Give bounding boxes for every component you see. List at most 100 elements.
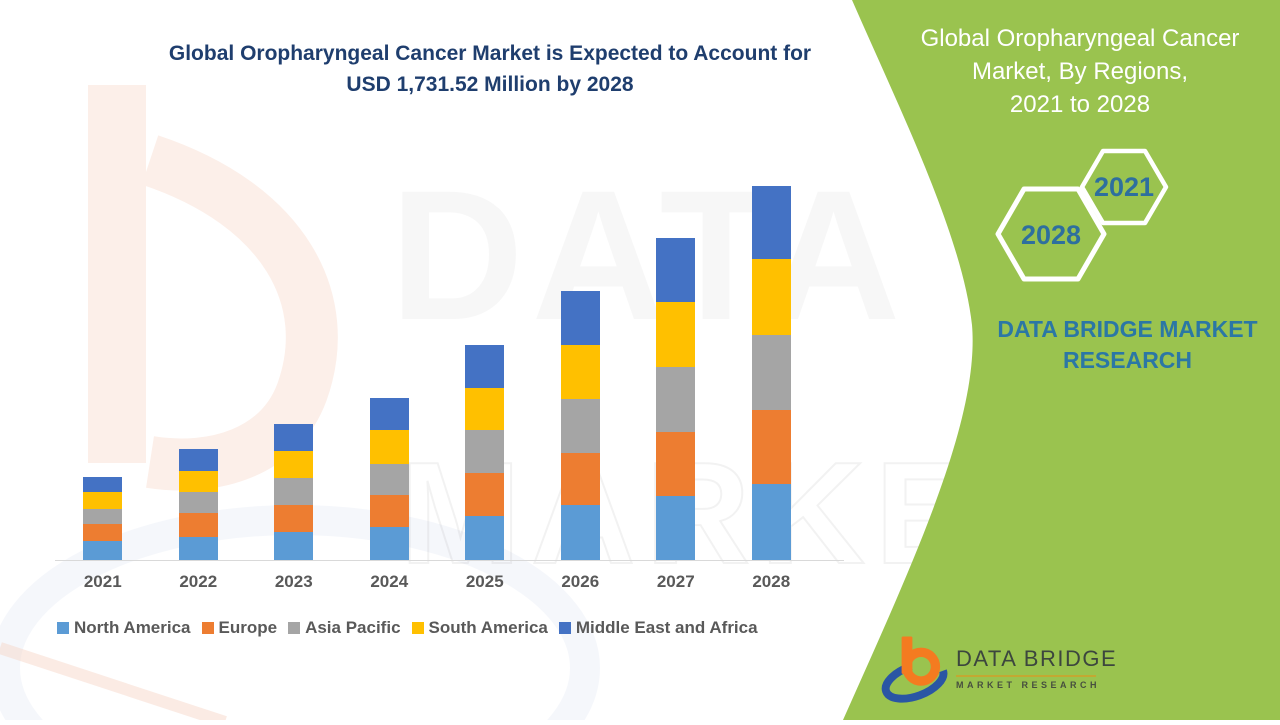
brand-text-line1: DATA BRIDGE MARKET: [997, 316, 1258, 342]
legend-swatch-south-america: [411, 622, 424, 634]
x-axis-label-2026: 2026: [561, 572, 600, 591]
bar-column-2025: [437, 345, 533, 560]
segment-north-america-2024: [369, 526, 409, 560]
legend-swatch-middle-east-and-africa: [558, 622, 571, 634]
legend-swatch-asia-pacific: [288, 622, 301, 634]
chart-title-line2: USD 1,731.52 Million by 2028: [346, 73, 634, 96]
databridge-logo-icon: [881, 636, 948, 703]
legend-item-south-america: South America: [411, 618, 548, 638]
chart-title: Global Oropharyngeal Cancer Market is Ex…: [90, 38, 890, 100]
segment-south-america-2022: [178, 470, 218, 492]
bar-2025: [465, 345, 505, 560]
hexagon-year-2021: 2021: [1094, 172, 1154, 202]
segment-asia-pacific-2027: [656, 366, 696, 433]
segment-north-america-2021: [83, 541, 123, 560]
legend-item-europe: Europe: [201, 618, 278, 638]
hexagon-year-2028: 2028: [1021, 220, 1081, 250]
bars-area: [55, 150, 819, 560]
segment-asia-pacific-2025: [465, 429, 505, 474]
segment-asia-pacific-2021: [83, 508, 123, 525]
segment-north-america-2027: [656, 496, 696, 560]
segment-north-america-2022: [178, 536, 218, 560]
segment-middle-east-and-africa-2026: [560, 291, 600, 346]
segment-middle-east-and-africa-2022: [178, 449, 218, 471]
logo-divider: [956, 675, 1096, 677]
logo-text-block: DATA BRIDGE MARKET RESEARCH: [956, 634, 1117, 708]
bar-2022: [178, 449, 218, 560]
legend-item-asia-pacific: Asia Pacific: [288, 618, 401, 638]
bar-column-2021: [55, 476, 151, 560]
segment-south-america-2027: [656, 302, 696, 367]
legend-label-europe: Europe: [218, 618, 278, 637]
side-panel-heading-line3: 2021 to 2028: [1009, 91, 1151, 118]
segment-middle-east-and-africa-2025: [465, 345, 505, 388]
segment-europe-2024: [369, 494, 409, 527]
segment-europe-2025: [465, 473, 505, 516]
segment-asia-pacific-2023: [274, 478, 314, 505]
bar-2026: [560, 291, 600, 560]
segment-asia-pacific-2022: [178, 491, 218, 514]
segment-asia-pacific-2024: [369, 464, 409, 495]
segment-europe-2023: [274, 504, 314, 532]
logo-subtitle: MARKET RESEARCH: [956, 680, 1101, 690]
brand-text: DATA BRIDGE MARKET RESEARCH: [955, 314, 1280, 376]
chart-title-line1: Global Oropharyngeal Cancer Market is Ex…: [168, 42, 812, 65]
segment-europe-2026: [560, 453, 600, 506]
segment-europe-2021: [83, 524, 123, 542]
segment-north-america-2025: [465, 515, 505, 560]
side-panel-heading: Global Oropharyngeal Cancer Market, By R…: [900, 22, 1260, 121]
segment-europe-2022: [178, 513, 218, 537]
bar-column-2026: [533, 291, 629, 560]
bar-column-2027: [628, 238, 724, 560]
side-panel-heading-line1: Global Oropharyngeal Cancer: [920, 25, 1240, 52]
logo-name: DATA BRIDGE: [956, 646, 1118, 671]
x-axis-label-2024: 2024: [370, 572, 409, 591]
segment-europe-2027: [656, 432, 696, 497]
bar-column-2024: [342, 397, 438, 560]
bar-column-2022: [151, 449, 247, 560]
x-axis-label-2025: 2025: [465, 572, 504, 591]
segment-north-america-2026: [560, 505, 600, 560]
brand-text-line2: RESEARCH: [1062, 347, 1193, 373]
segment-south-america-2024: [369, 430, 409, 465]
segment-asia-pacific-2026: [560, 398, 600, 454]
databridge-logo: DATA BRIDGE MARKET RESEARCH: [880, 634, 1117, 708]
segment-south-america-2021: [83, 491, 123, 509]
hexagon-2021: 2021: [1079, 148, 1169, 226]
legend: North America Europe Asia Pacific South Ame…: [57, 618, 758, 638]
segment-middle-east-and-africa-2023: [274, 424, 314, 452]
legend-label-north-america: North America: [74, 618, 191, 637]
x-axis-label-2027: 2027: [656, 572, 695, 591]
segment-south-america-2023: [274, 451, 314, 479]
x-axis-label-2022: 2022: [179, 572, 218, 591]
bar-2021: [83, 476, 123, 560]
segment-south-america-2025: [465, 387, 505, 430]
segment-middle-east-and-africa-2024: [369, 397, 409, 431]
x-axis-label-2021: 2021: [83, 572, 122, 591]
legend-label-middle-east-and-africa: Middle East and Africa: [575, 618, 758, 637]
segment-europe-2028: [751, 409, 791, 485]
bar-column-2023: [246, 424, 342, 560]
x-axis-line: [55, 560, 844, 561]
bar-2028: [751, 185, 791, 560]
segment-south-america-2026: [560, 345, 600, 399]
hexagon-2028: 2028: [995, 186, 1107, 282]
bar-2024: [369, 397, 409, 560]
side-panel-heading-line2: Market, By Regions,: [971, 58, 1189, 85]
segment-middle-east-and-africa-2028: [751, 185, 791, 260]
segment-middle-east-and-africa-2027: [656, 238, 696, 303]
segment-south-america-2028: [751, 259, 791, 335]
legend-item-middle-east-and-africa: Middle East and Africa: [558, 618, 758, 638]
legend-item-north-america: North America: [57, 618, 191, 638]
x-axis-label-2028: 2028: [752, 572, 791, 591]
x-axis-labels: 2021 2022 2023 2024 2025 2026 2027 2028: [55, 560, 819, 592]
x-axis-label-2023: 2023: [274, 572, 313, 591]
bar-2023: [274, 424, 314, 560]
bar-column-2028: [724, 185, 820, 560]
legend-label-south-america: South America: [428, 618, 548, 637]
segment-north-america-2028: [751, 484, 791, 560]
segment-asia-pacific-2028: [751, 334, 791, 410]
segment-middle-east-and-africa-2021: [83, 476, 123, 492]
legend-swatch-north-america: [57, 622, 69, 634]
legend-label-asia-pacific: Asia Pacific: [305, 618, 401, 637]
